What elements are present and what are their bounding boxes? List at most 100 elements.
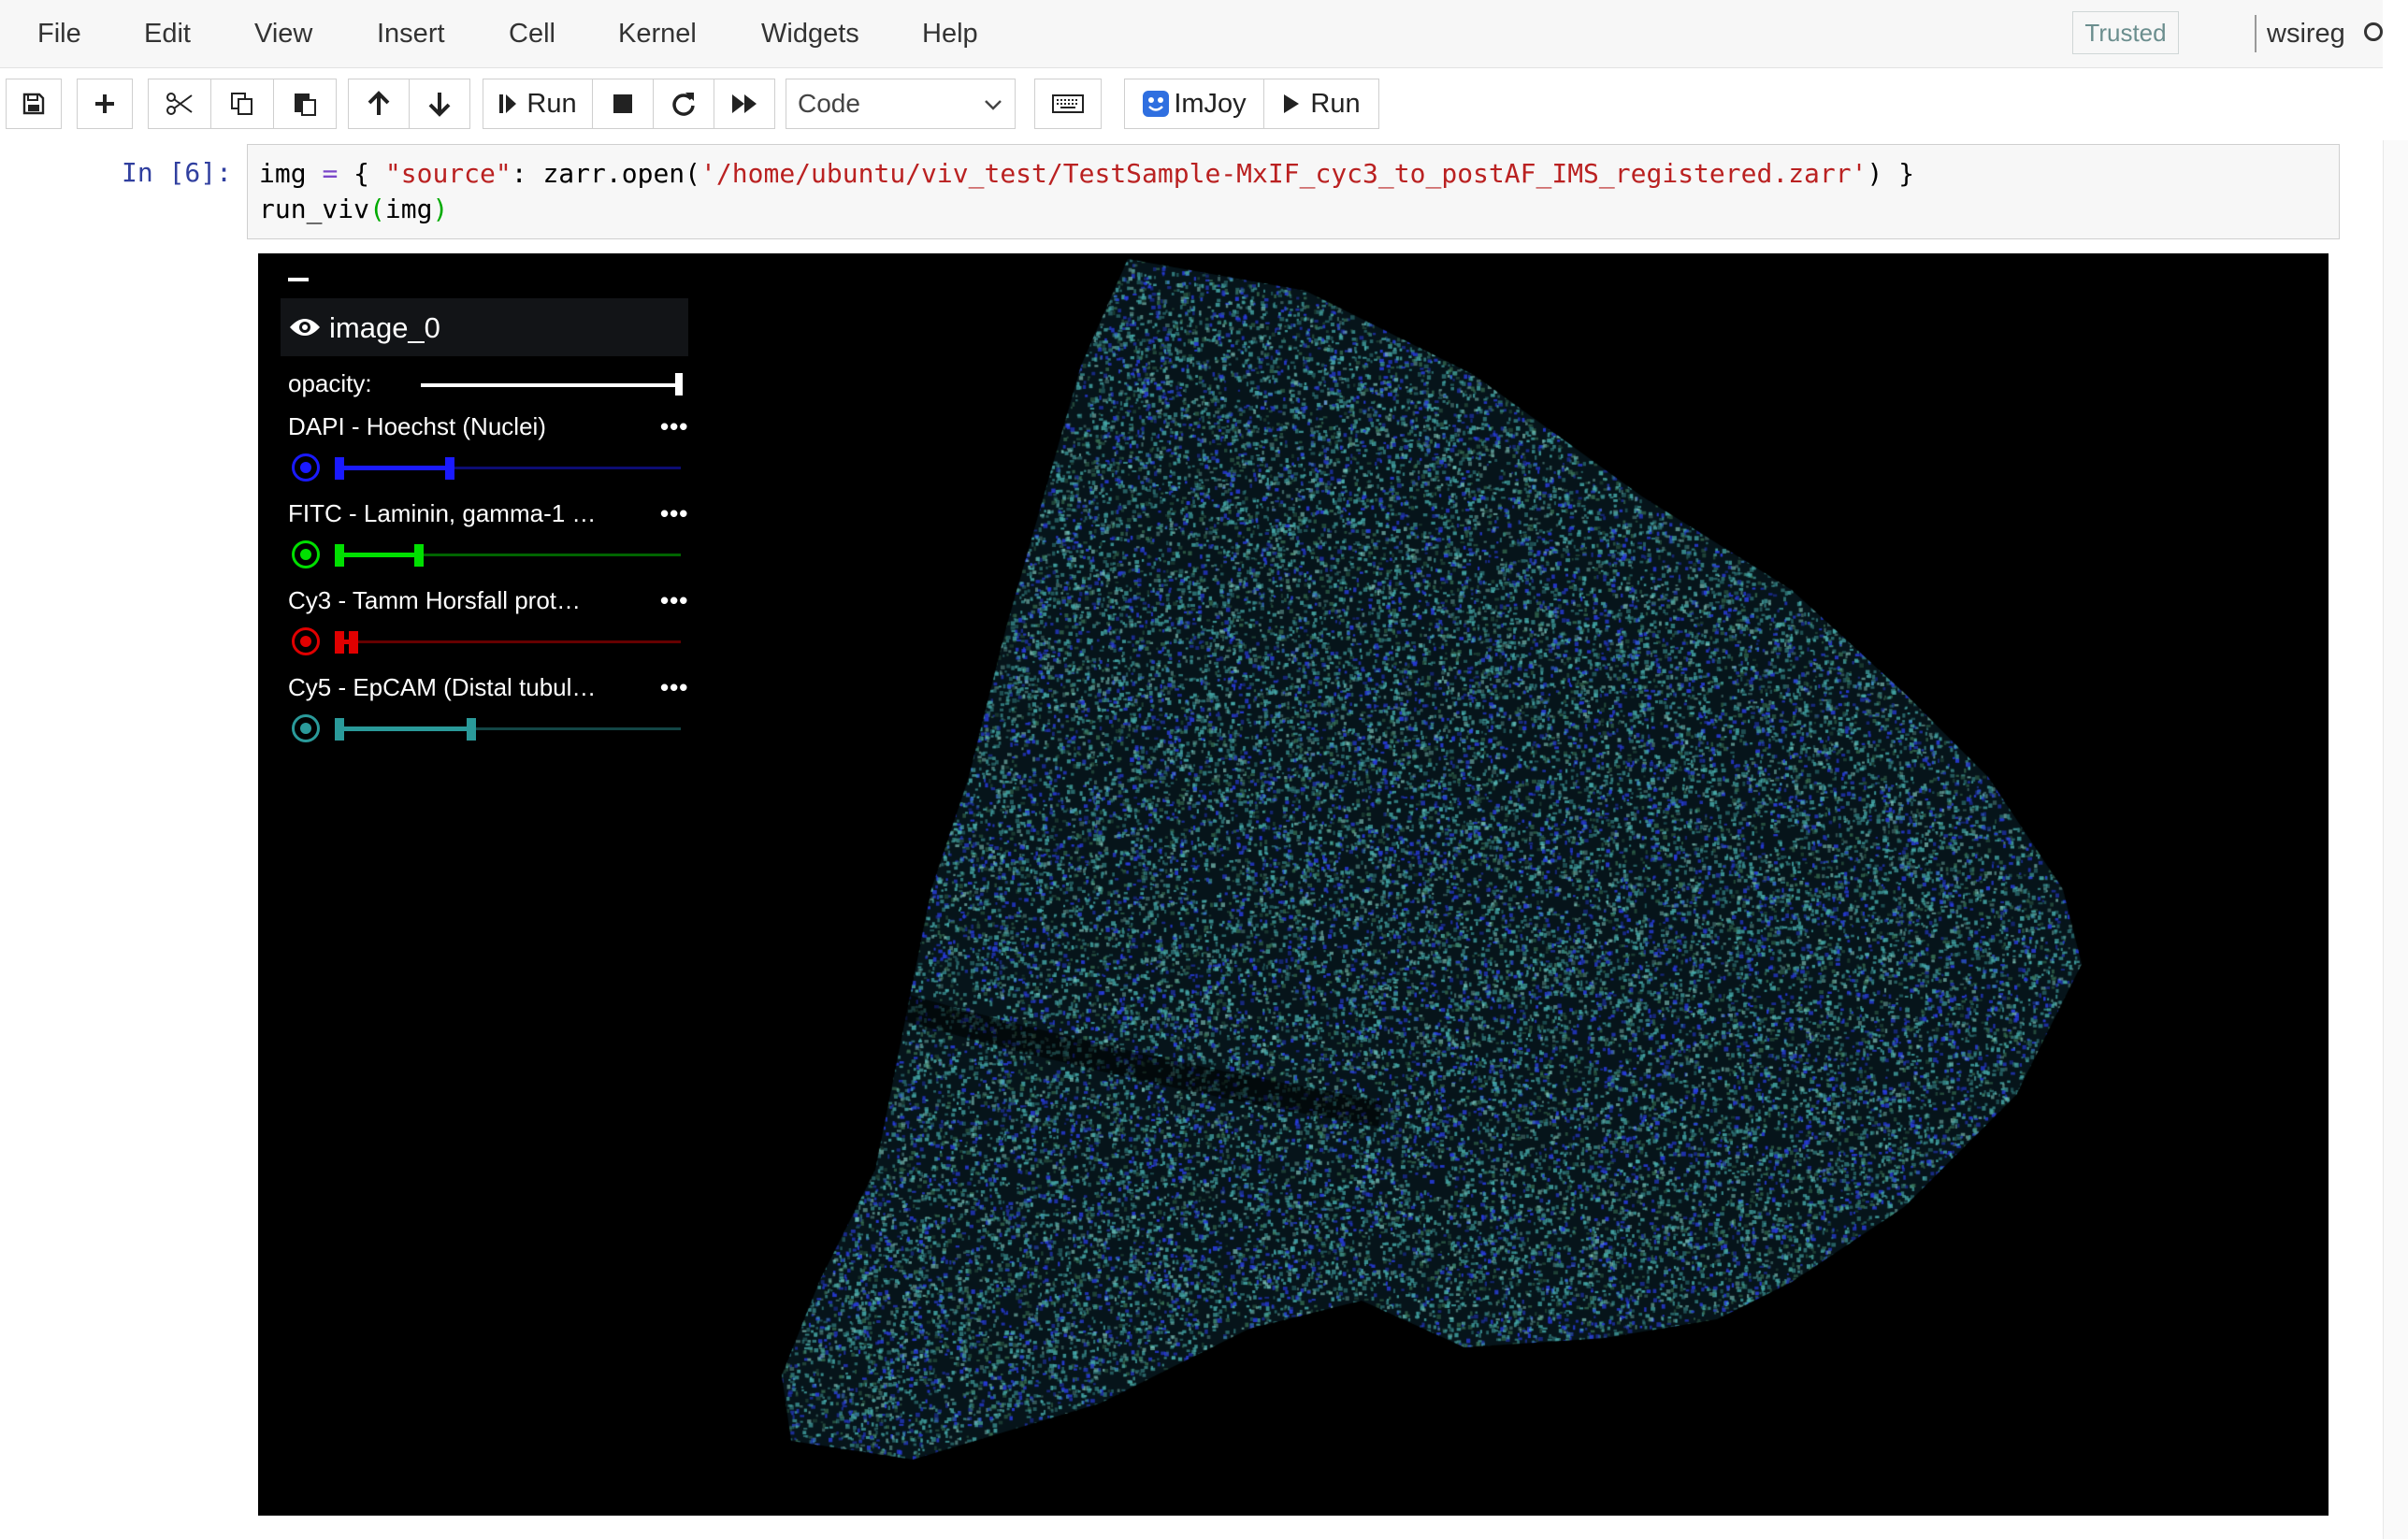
channel-slider-range (337, 726, 471, 731)
code-token: { (338, 158, 385, 189)
scissors-icon (166, 93, 193, 115)
channel-visibility-toggle[interactable] (292, 540, 320, 568)
channel-slider-track[interactable] (337, 554, 681, 556)
viv-image-viewer[interactable]: image_0 opacity: DAPI - Hoechst (Nuclei)… (258, 253, 2329, 1516)
toggle-dot (300, 462, 311, 473)
chevron-down-icon (985, 100, 1002, 110)
code-token: img (259, 158, 323, 189)
kernel-separator (2255, 15, 2257, 52)
code-token: ) } (1867, 158, 1915, 189)
code-string-key: "source" (384, 158, 512, 189)
toggle-dot (300, 636, 311, 647)
kernel-idle-icon (2364, 22, 2383, 41)
imjoy-logo-icon (1143, 91, 1170, 117)
paste-icon (295, 93, 316, 116)
channel-slider-min-thumb[interactable] (335, 544, 344, 567)
cell-type-value: Code (798, 89, 860, 118)
move-up-button[interactable] (348, 79, 410, 129)
channel-slider-max-thumb[interactable] (466, 718, 476, 741)
channel-slider-track[interactable] (337, 640, 681, 643)
channel-visibility-toggle[interactable] (292, 627, 320, 655)
opacity-slider-thumb[interactable] (675, 373, 683, 396)
paste-button[interactable] (273, 79, 337, 129)
interrupt-button[interactable] (592, 79, 654, 129)
copy-button[interactable] (210, 79, 274, 129)
play-icon (1284, 94, 1300, 113)
channel-options-button[interactable]: ••• (660, 586, 689, 614)
menubar: File Edit View Insert Cell Kernel Widget… (0, 0, 2383, 68)
restart-run-all-button[interactable] (714, 79, 775, 129)
restart-button[interactable] (653, 79, 714, 129)
page-scrollbar[interactable] (2383, 140, 2408, 1539)
kernel-name[interactable]: wsireg (2267, 19, 2345, 49)
code-token: run_viv (259, 194, 370, 224)
imjoy-button[interactable]: ImJoy (1124, 79, 1264, 129)
menu-help[interactable]: Help (922, 19, 978, 49)
arrow-up-icon (368, 91, 390, 115)
command-palette-button[interactable] (1034, 79, 1102, 129)
channel-name: Cy3 - Tamm Horsfall prot… (288, 586, 582, 614)
fast-forward-icon (732, 94, 757, 113)
toggle-dot (300, 549, 311, 560)
channel-slider-range (337, 553, 420, 557)
channel-name: DAPI - Hoechst (Nuclei) (288, 412, 546, 440)
keyboard-icon (1052, 94, 1084, 113)
code-operator: = (322, 158, 339, 189)
menu-insert[interactable]: Insert (377, 19, 445, 49)
step-forward-icon (499, 94, 517, 113)
channel-options-button[interactable]: ••• (660, 412, 689, 440)
imjoy-label: ImJoy (1174, 88, 1247, 119)
code-token: : zarr.open( (511, 158, 701, 189)
arrow-down-icon (428, 93, 451, 117)
code-string-path: '/home/ubuntu/viv_test/TestSample-MxIF_c… (700, 158, 1867, 189)
imjoy-run-label: Run (1310, 88, 1361, 119)
channel-slider-max-thumb[interactable] (349, 631, 359, 654)
channel-slider-max-thumb[interactable] (445, 457, 455, 480)
channel-visibility-toggle[interactable] (292, 453, 320, 482)
channel-name: Cy5 - EpCAM (Distal tubul… (288, 673, 597, 701)
channel-slider-min-thumb[interactable] (335, 457, 344, 480)
channel-options-button[interactable]: ••• (660, 673, 689, 701)
layer-header: image_0 (281, 298, 688, 356)
minimize-panel-button[interactable] (288, 278, 309, 281)
menu-edit[interactable]: Edit (144, 19, 191, 49)
channel-slider-min-thumb[interactable] (335, 718, 344, 741)
eye-icon[interactable] (288, 314, 322, 340)
refresh-icon (672, 93, 695, 116)
menu-view[interactable]: View (254, 19, 313, 49)
save-button[interactable] (6, 79, 62, 129)
menu-file[interactable]: File (37, 19, 81, 49)
channel-slider-track[interactable] (337, 727, 681, 730)
code-paren: ( (369, 194, 385, 224)
toggle-dot (300, 723, 311, 734)
channel-visibility-toggle[interactable] (292, 714, 320, 742)
run-label: Run (526, 88, 577, 119)
save-icon (22, 93, 45, 115)
cut-button[interactable] (148, 79, 211, 129)
cell-type-select[interactable]: Code (786, 79, 1016, 129)
code-editor[interactable]: img = { "source": zarr.open('/home/ubunt… (247, 144, 2340, 239)
channel-options-button[interactable]: ••• (660, 499, 689, 527)
menu-cell[interactable]: Cell (509, 19, 555, 49)
channel-slider-range (337, 640, 354, 644)
channel-slider-min-thumb[interactable] (335, 631, 344, 654)
layer-controller: image_0 opacity: DAPI - Hoechst (Nuclei)… (281, 298, 688, 766)
opacity-label: opacity: (288, 369, 372, 397)
insert-cell-button[interactable] (77, 79, 133, 129)
code-paren: ) (432, 194, 449, 224)
plus-icon (95, 94, 114, 113)
run-button[interactable]: Run (483, 79, 593, 129)
copy-icon (231, 93, 252, 115)
imjoy-run-button[interactable]: Run (1263, 79, 1379, 129)
channel-slider-track[interactable] (337, 467, 681, 469)
opacity-slider[interactable] (421, 383, 681, 387)
trusted-indicator[interactable]: Trusted (2072, 11, 2179, 54)
stop-icon (613, 94, 632, 113)
toolbar: Run Code ImJoy Run (0, 79, 2383, 131)
channel-name: FITC - Laminin, gamma-1 … (288, 499, 597, 527)
channel-slider-max-thumb[interactable] (414, 544, 425, 567)
menu-kernel[interactable]: Kernel (618, 19, 697, 49)
input-prompt: In [6]: (122, 157, 233, 188)
menu-widgets[interactable]: Widgets (761, 19, 859, 49)
move-down-button[interactable] (409, 79, 470, 129)
